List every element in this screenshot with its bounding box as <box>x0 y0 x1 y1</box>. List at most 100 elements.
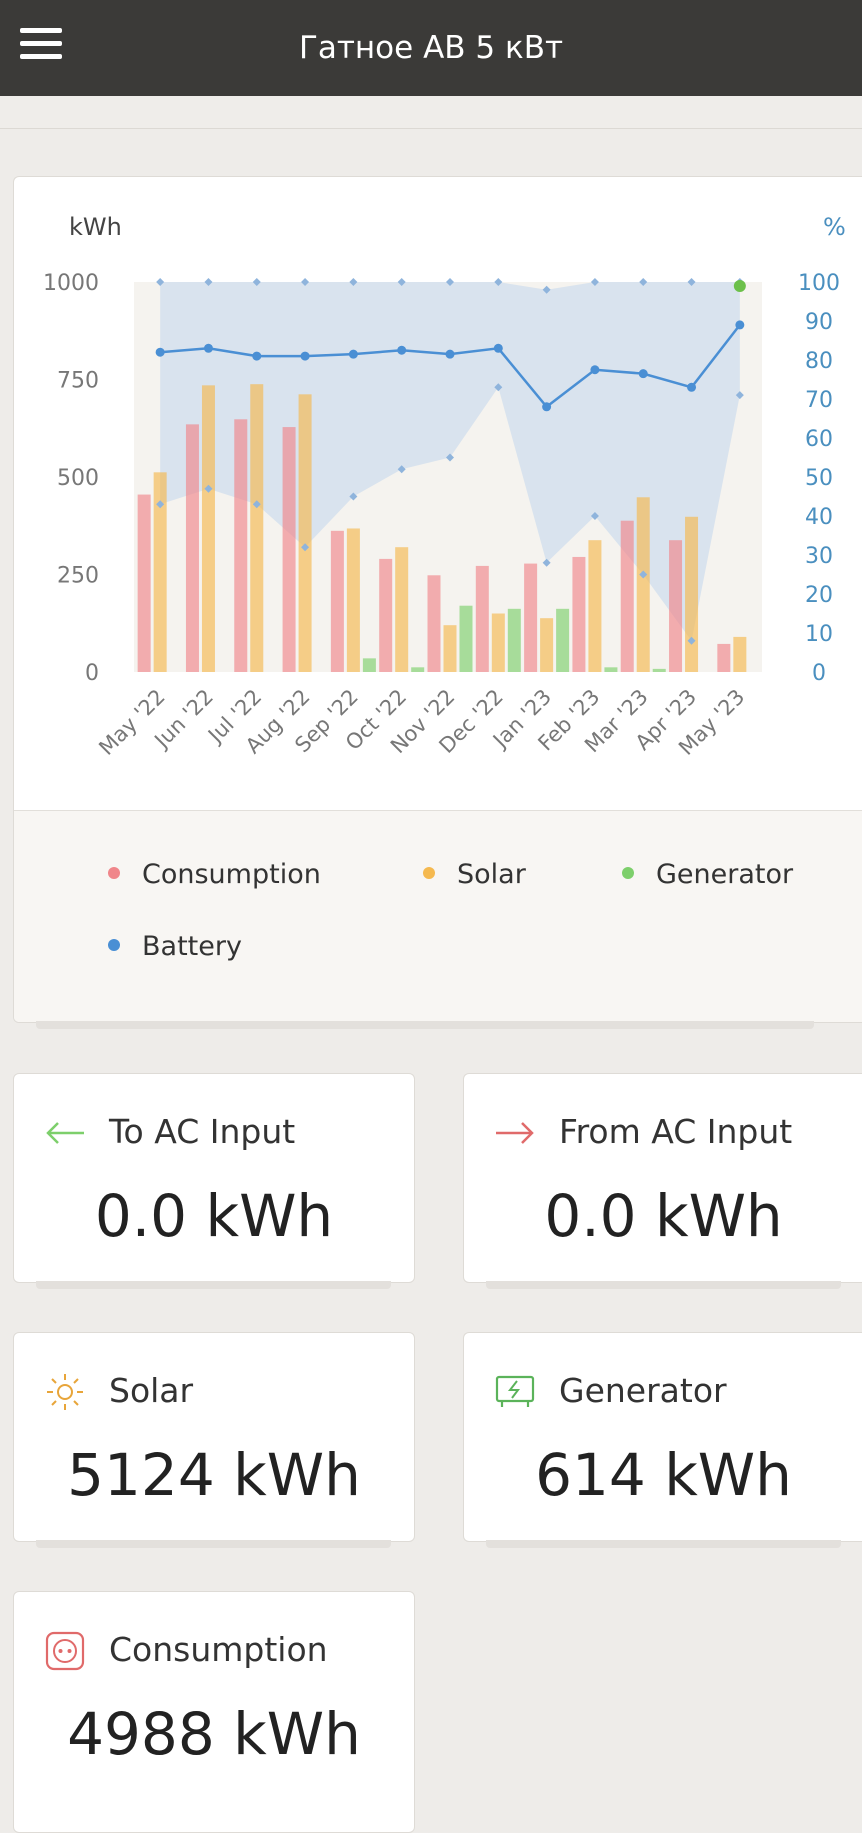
card-shadow <box>486 1540 841 1548</box>
bar-solar <box>346 528 360 672</box>
arrow-right-icon <box>496 1122 534 1144</box>
battery-max-marker <box>542 285 551 294</box>
battery-point <box>638 369 648 379</box>
legend-item-solar[interactable]: Solar <box>423 859 526 890</box>
to-ac-input-value: 0.0 kWh <box>94 1182 334 1250</box>
bar-consumption <box>620 520 634 672</box>
to-ac-input-label: To AC Input <box>109 1112 296 1151</box>
battery-point <box>300 351 310 361</box>
bar-consumption <box>475 565 489 672</box>
battery-min-marker <box>252 500 261 509</box>
battery-point <box>155 347 165 357</box>
y-tick-label: 750 <box>57 369 99 394</box>
bar-solar <box>395 547 409 672</box>
hamburger-menu-icon[interactable] <box>20 28 62 64</box>
consumption-value: 4988 kWh <box>67 1700 361 1768</box>
solar-card[interactable]: Solar 5124 kWh <box>13 1332 415 1542</box>
consumption-card[interactable]: Consumption 4988 kWh <box>13 1591 415 1833</box>
from-ac-input-label: From AC Input <box>559 1112 793 1151</box>
battery-max-marker <box>446 278 454 286</box>
legend-label: Generator <box>656 859 794 890</box>
y2-tick-label: 40 <box>805 505 833 530</box>
bar-generator <box>362 658 376 672</box>
battery-min-marker <box>397 465 406 474</box>
battery-min-marker <box>446 453 454 462</box>
bar-solar <box>733 636 747 672</box>
bar-consumption <box>137 494 151 672</box>
legend-dot <box>108 938 120 951</box>
y-tick-label: 0 <box>85 661 99 686</box>
bar-solar <box>201 385 215 672</box>
battery-max-marker <box>156 278 165 286</box>
battery-point <box>735 320 745 330</box>
y2-tick-label: 90 <box>805 310 833 335</box>
bar-solar <box>588 540 602 672</box>
legend-item-battery[interactable]: Battery <box>108 931 242 962</box>
bar-generator <box>411 667 425 672</box>
legend-dot <box>108 866 120 879</box>
legend-dot <box>622 866 634 879</box>
arrow-left-icon <box>46 1122 84 1144</box>
sun-icon <box>47 1374 83 1410</box>
bar-solar <box>443 625 457 672</box>
from-ac-input-card[interactable]: From AC Input 0.0 kWh <box>463 1073 862 1283</box>
legend-item-consumption[interactable]: Consumption <box>108 859 321 890</box>
battery-min-marker <box>204 484 213 493</box>
bar-consumption <box>379 558 393 672</box>
bar-consumption <box>427 575 441 672</box>
generator-value: 614 kWh <box>535 1441 792 1509</box>
generator-status-marker <box>733 280 746 292</box>
battery-min-marker <box>639 570 648 579</box>
battery-point <box>252 351 262 361</box>
bar-generator <box>459 605 473 672</box>
y2-tick-label: 80 <box>805 349 833 374</box>
battery-min-marker <box>542 558 551 567</box>
y2-tick-label: 70 <box>805 388 833 413</box>
battery-max-marker <box>639 278 648 286</box>
chart-legend: Consumption Solar Generator Battery <box>14 810 862 1022</box>
battery-max-marker <box>397 278 406 286</box>
page-title: Гатное АВ 5 кВт <box>298 30 564 66</box>
battery-min-marker <box>735 391 744 400</box>
battery-point <box>397 345 407 355</box>
y2-tick-label: 60 <box>805 427 833 452</box>
bar-solar <box>636 497 650 672</box>
battery-point <box>542 402 552 412</box>
y2-tick-label: 50 <box>805 466 833 491</box>
bar-solar <box>685 516 699 672</box>
y2-tick-label: 30 <box>805 544 833 569</box>
y2-tick-label: 100 <box>798 271 840 296</box>
bar-consumption <box>330 530 344 672</box>
bar-generator <box>507 608 521 672</box>
legend-item-generator[interactable]: Generator <box>622 859 793 890</box>
card-shadow <box>36 1540 391 1548</box>
bar-solar <box>250 384 264 672</box>
x-tick-label: May '22 <box>94 685 169 760</box>
solar-value: 5124 kWh <box>67 1441 361 1509</box>
energy-chart-card: kWh% 0 250 500 750 1000 0 10 20 30 40 50 60 70 80 90 100… <box>13 176 862 1023</box>
battery-max-marker <box>590 278 599 286</box>
bar-consumption <box>669 540 683 672</box>
y-axis-label: kWh <box>69 213 122 241</box>
bar-consumption <box>717 643 731 672</box>
battery-point <box>348 349 358 359</box>
app-header: Гатное АВ 5 кВт <box>0 0 862 96</box>
bar-consumption <box>234 419 248 672</box>
generator-card[interactable]: Generator 614 kWh <box>463 1332 862 1542</box>
header-strip <box>0 96 862 129</box>
energy-chart[interactable]: kWh % 0 250 500 750 1000 0 10 20 30 40 50 60 70 80 90 100… <box>14 177 862 810</box>
battery-max-marker <box>204 278 213 286</box>
battery-min-marker <box>349 492 358 501</box>
bar-solar <box>491 613 505 672</box>
card-shadow <box>36 1281 391 1289</box>
bar-consumption <box>572 556 586 672</box>
to-ac-input-card[interactable]: To AC Input 0.0 kWh <box>13 1073 415 1283</box>
battery-max-marker <box>252 278 261 286</box>
battery-max-marker <box>301 278 310 286</box>
bar-generator <box>652 668 666 672</box>
y2-tick-label: 0 <box>812 661 826 686</box>
legend-label: Battery <box>142 931 242 962</box>
battery-min-marker <box>687 636 696 645</box>
y2-axis-label: % <box>823 213 846 241</box>
bar-consumption <box>524 563 538 672</box>
